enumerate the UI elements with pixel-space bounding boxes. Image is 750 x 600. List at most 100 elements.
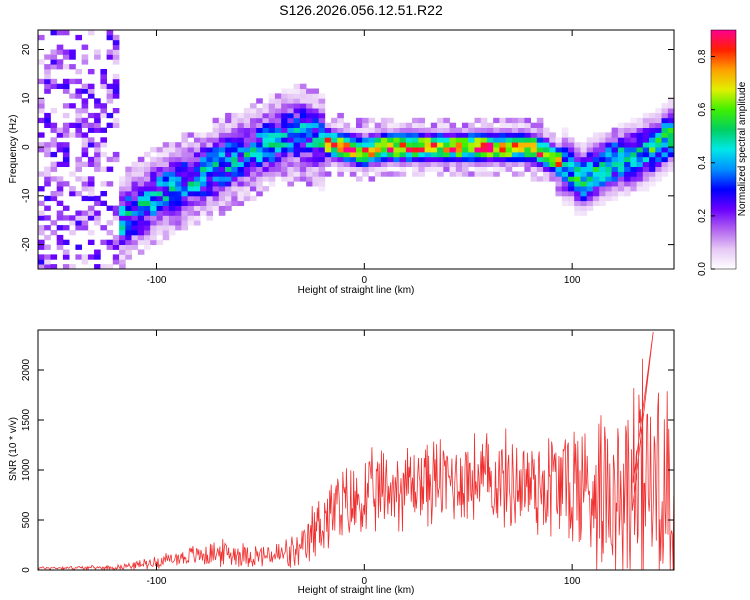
spectrogram-cell — [225, 122, 232, 128]
spectrogram-cell — [424, 132, 432, 138]
spectrogram-cell — [225, 181, 232, 187]
spectrogram-cell — [642, 142, 650, 148]
spectrogram-cell — [592, 161, 600, 167]
spectrogram-cell — [144, 151, 151, 158]
spectrogram-cell — [462, 171, 469, 177]
spectrogram-cell — [617, 166, 625, 172]
spectrogram-cell — [50, 83, 58, 89]
spectrogram-cell — [156, 195, 164, 202]
spectrogram-cell — [212, 127, 220, 133]
spectrogram-cell — [237, 161, 245, 167]
spectrogram-cell — [100, 225, 107, 231]
spectrogram-cell — [44, 166, 51, 172]
spectrogram-cell — [449, 127, 457, 133]
spectrogram-cell — [486, 161, 494, 167]
spectrogram-cell — [387, 142, 394, 148]
spectrogram-cell — [156, 210, 164, 216]
spectrogram-cell — [561, 200, 569, 206]
spectrogram-cell — [119, 191, 126, 197]
spectrogram-cell — [580, 186, 588, 192]
spectrogram-cell — [655, 171, 662, 177]
spectrogram-cell — [518, 171, 525, 177]
spectrogram-cell — [268, 132, 276, 138]
spectrogram-cell — [250, 122, 257, 128]
spectrogram-cell — [281, 88, 288, 94]
spectrogram-cell — [131, 210, 139, 216]
spectrogram-cell — [655, 117, 662, 124]
spectrogram-cell — [81, 137, 89, 143]
spectrogram-cell — [318, 142, 326, 148]
spectrogram-cell — [100, 166, 107, 172]
spectrogram-cell — [100, 69, 107, 75]
spectrogram-cell — [592, 181, 600, 187]
spectrogram-cell — [231, 200, 238, 206]
spectrogram-cell — [661, 166, 669, 172]
spectrogram-cell — [306, 176, 313, 182]
spectrogram-cell — [605, 186, 612, 192]
spectrogram-cell — [144, 244, 151, 250]
spectrogram-y-tick-label: 10 — [21, 92, 32, 104]
spectrogram-cell — [225, 195, 232, 202]
spectrogram-cell — [568, 161, 575, 167]
spectrogram-cell — [642, 166, 650, 172]
spectrogram-cell — [661, 112, 669, 119]
spectrogram-cell — [144, 220, 151, 226]
spectrogram-cell — [262, 122, 270, 128]
spectrogram-cell — [274, 98, 282, 104]
spectrogram-cell — [69, 78, 76, 85]
spectrogram-cell — [268, 166, 276, 172]
spectrogram-cell — [617, 137, 625, 143]
spectrogram-cell — [543, 147, 550, 153]
spectrogram-cell — [443, 147, 450, 153]
spectrogram-cell — [268, 176, 276, 182]
spectrogram-cell — [81, 59, 89, 65]
spectrogram-cell — [636, 161, 644, 167]
spectrogram-cell — [62, 147, 70, 153]
spectrogram-cell — [44, 64, 51, 70]
spectrogram-cell — [200, 166, 207, 172]
spectrogram-cell — [69, 264, 76, 270]
spectrogram-cell — [568, 186, 575, 192]
spectrogram-cell — [349, 127, 357, 133]
spectrogram-cell — [299, 142, 307, 148]
spectrogram-cell — [318, 108, 326, 114]
spectrogram-cell — [212, 151, 220, 158]
spectrogram-cell — [455, 166, 463, 172]
spectrogram-cell — [175, 210, 182, 216]
spectrogram-cell — [443, 161, 450, 167]
spectrogram-cell — [405, 151, 413, 158]
spectrogram-cell — [193, 210, 201, 216]
spectrogram-cell — [50, 176, 58, 182]
spectrogram-cell — [599, 132, 606, 138]
spectrogram-cell — [312, 117, 319, 124]
spectrogram-cell — [318, 122, 326, 128]
spectrogram-cell — [324, 151, 332, 158]
spectrogram-cell — [162, 234, 170, 241]
spectrogram-cell — [268, 93, 276, 99]
spectrogram-cell — [437, 132, 444, 138]
spectrogram-cell — [81, 254, 89, 260]
spectrogram-cell — [225, 127, 232, 133]
spectrogram-cell — [119, 181, 126, 187]
spectrogram-cell — [218, 147, 226, 153]
spectrogram-cell — [243, 156, 251, 163]
spectrogram-cell — [162, 166, 170, 172]
spectrogram-cell — [368, 117, 376, 124]
spectrogram-cell — [299, 127, 307, 133]
spectrogram-cell — [655, 147, 662, 153]
spectrogram-cell — [87, 112, 95, 119]
spectrogram-cell — [56, 200, 64, 206]
spectrogram-cell — [119, 254, 126, 260]
spectrogram-cell — [119, 230, 126, 236]
spectrogram-cell — [524, 132, 531, 138]
spectrogram-cell — [592, 137, 600, 143]
spectrogram-cell — [131, 239, 139, 245]
spectrogram-cell — [312, 142, 319, 148]
spectrogram-cell — [162, 151, 170, 158]
spectrogram-cell — [112, 44, 120, 50]
spectrogram-cell — [455, 132, 463, 138]
spectrogram-cell — [62, 161, 70, 167]
spectrogram-cell — [69, 220, 76, 226]
spectrogram-cell — [274, 127, 282, 133]
spectrogram-cell — [624, 127, 631, 133]
